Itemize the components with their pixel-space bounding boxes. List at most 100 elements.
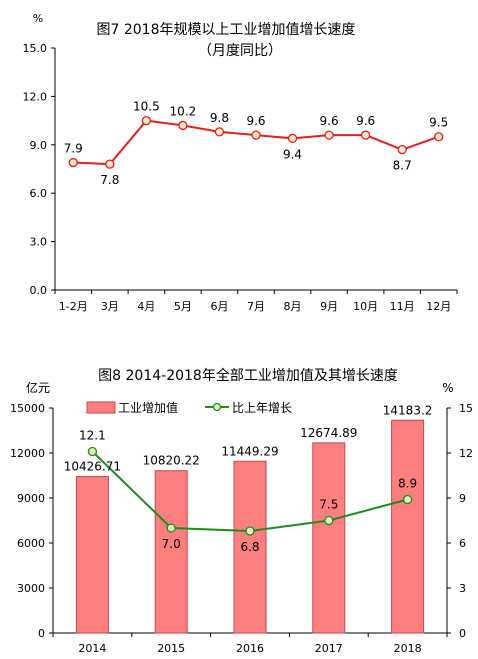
chart2-growth-label: 12.1 bbox=[79, 429, 106, 443]
chart1-x-tick-label: 1-2月 bbox=[59, 300, 88, 313]
chart1-y-unit: % bbox=[33, 12, 43, 25]
chart1-data-label: 10.5 bbox=[133, 100, 160, 114]
chart1-y-tick-label: 15.0 bbox=[23, 42, 48, 55]
chart2-y-left-tick-label: 15000 bbox=[10, 402, 45, 415]
chart2-bar-label: 11449.29 bbox=[221, 444, 278, 458]
chart2-bar-label: 10820.22 bbox=[143, 454, 200, 468]
chart2-growth-point bbox=[324, 515, 334, 526]
annual-value-added-chart: 图8 2014-2018年全部工业增加值及其增长速度 亿元 % 工业增加值 比上… bbox=[10, 367, 473, 655]
chart2-growth-point bbox=[245, 526, 255, 536]
chart2-bar bbox=[312, 442, 346, 634]
legend-bar-swatch bbox=[86, 401, 116, 414]
chart1-data-label: 9.4 bbox=[283, 147, 302, 161]
chart1-point bbox=[214, 127, 225, 137]
chart2-bar bbox=[233, 460, 267, 634]
chart2-y-right-tick-label: 0 bbox=[459, 627, 466, 640]
chart1-x-tick-label: 9月 bbox=[320, 300, 338, 313]
legend-line-label: 比上年增长 bbox=[232, 401, 292, 415]
chart1-point bbox=[105, 159, 115, 169]
chart1-x-tick-label: 10月 bbox=[353, 300, 378, 313]
chart2-y-right-tick-label: 6 bbox=[459, 537, 466, 550]
chart2-growth-label: 6.8 bbox=[240, 540, 259, 554]
chart2-bar bbox=[154, 470, 188, 634]
chart1-x-tick-label: 3月 bbox=[101, 300, 119, 313]
chart1-point bbox=[324, 130, 334, 140]
chart2-x-tick-label: 2015 bbox=[157, 642, 185, 655]
chart1-x-tick-label: 11月 bbox=[390, 300, 415, 313]
chart1-point bbox=[141, 115, 152, 126]
monthly-growth-chart: 图7 2018年规模以上工业增加值增长速度 （月度同比） % 0.0 3.0 6.0… bbox=[23, 12, 458, 313]
chart1-y-tick-label: 6.0 bbox=[30, 187, 48, 200]
chart2-growth-label: 7.5 bbox=[319, 498, 338, 512]
chart2-x-tick-label: 2016 bbox=[236, 642, 264, 655]
chart1-data-label: 9.6 bbox=[246, 114, 265, 128]
chart1-data-label: 9.6 bbox=[320, 114, 339, 128]
chart2-y-right-tick-label: 12 bbox=[459, 447, 473, 460]
chart2-growth-point bbox=[402, 494, 413, 505]
chart1-y-tick-label: 9.0 bbox=[30, 139, 48, 152]
chart1-x-tick-label: 12月 bbox=[426, 300, 451, 313]
chart2-y-right-tick-label: 9 bbox=[459, 492, 466, 505]
legend-bar-label: 工业增加值 bbox=[118, 400, 178, 415]
chart2-growth-point bbox=[87, 446, 98, 457]
chart2-y-left-ticks: 0 3000 6000 9000 12000 15000 bbox=[10, 402, 53, 640]
chart1-y-tick-label: 0.0 bbox=[30, 284, 48, 297]
chart1-data-label: 9.8 bbox=[210, 111, 229, 125]
chart2-growth-point bbox=[166, 523, 176, 533]
chart1-x-ticks: 1-2月 3月 4月 5月 6月 7月 8月 9月 10月 11月 12月 bbox=[54, 290, 458, 313]
chart1-data-label: 7.9 bbox=[64, 142, 83, 156]
chart2-bar-label: 12674.89 bbox=[300, 426, 357, 440]
chart1-x-tick-label: 6月 bbox=[210, 300, 228, 313]
chart2-y-left-tick-label: 0 bbox=[38, 627, 45, 640]
chart2-bar-label: 14183.2 bbox=[383, 403, 433, 417]
chart1-y-tick-label: 3.0 bbox=[30, 236, 48, 249]
chart2-y-right-ticks: 0 3 6 9 12 15 bbox=[447, 402, 473, 640]
chart2-y-left-tick-label: 12000 bbox=[10, 447, 45, 460]
chart1-data-label: 7.8 bbox=[100, 173, 119, 187]
chart2-x-tick-label: 2014 bbox=[78, 642, 106, 655]
chart2-growth-line bbox=[87, 446, 413, 536]
chart2-x-tick-label: 2018 bbox=[394, 642, 422, 655]
chart1-data-labels: 7.9 7.8 10.5 10.2 9.8 9.6 9.4 9.6 9.6 8.7 9.5 bbox=[64, 100, 449, 188]
chart1-data-label: 9.6 bbox=[356, 114, 375, 128]
chart1-point bbox=[360, 130, 371, 140]
chart1-x-tick-label: 5月 bbox=[174, 300, 192, 313]
chart2-y-right-unit: % bbox=[442, 381, 453, 395]
chart1-data-label: 8.7 bbox=[393, 159, 412, 173]
chart1-point bbox=[287, 133, 298, 143]
chart1-x-tick-label: 7月 bbox=[247, 300, 265, 313]
chart2-growth-label: 8.9 bbox=[398, 477, 417, 491]
chart1-x-tick-label: 4月 bbox=[137, 300, 155, 313]
chart2-y-left-tick-label: 3000 bbox=[17, 582, 45, 595]
chart1-y-ticks: 0.0 3.0 6.0 9.0 12.0 15.0 bbox=[23, 42, 55, 297]
chart2-bar-label: 10426.71 bbox=[64, 460, 121, 474]
chart1-x-tick-label: 8月 bbox=[284, 300, 302, 313]
chart1-subtitle: （月度同比） bbox=[198, 43, 282, 59]
chart1-axes bbox=[54, 48, 457, 291]
chart2-y-left-tick-label: 6000 bbox=[17, 537, 45, 550]
chart2-bar bbox=[391, 419, 425, 634]
chart1-title: 图7 2018年规模以上工业增加值增长速度 bbox=[97, 22, 356, 38]
chart1-point bbox=[68, 157, 78, 168]
legend-line-marker bbox=[212, 402, 222, 412]
chart1-point bbox=[397, 144, 407, 155]
chart1-point bbox=[251, 130, 261, 140]
chart1-data-label: 9.5 bbox=[429, 116, 448, 130]
chart2-bar bbox=[75, 476, 109, 634]
chart2-data-labels: 10426.71 10820.22 11449.29 12674.89 14183.2 1… bbox=[64, 403, 433, 554]
chart2-x-tick-label: 2017 bbox=[315, 642, 343, 655]
chart2-x-ticks: 2014 2015 2016 2017 2018 bbox=[52, 633, 448, 655]
chart2-y-left-unit: 亿元 bbox=[26, 380, 50, 395]
chart2-y-right-tick-label: 3 bbox=[459, 582, 466, 595]
chart2-legend: 工业增加值 比上年增长 bbox=[86, 400, 292, 415]
chart2-title: 图8 2014-2018年全部工业增加值及其增长速度 bbox=[98, 367, 398, 384]
chart1-point bbox=[434, 132, 444, 142]
chart2-growth-label: 7.0 bbox=[162, 537, 181, 551]
chart1-series bbox=[68, 115, 444, 169]
chart2-y-right-tick-label: 15 bbox=[459, 402, 473, 415]
chart1-data-label: 10.2 bbox=[170, 104, 197, 118]
chart2-y-left-tick-label: 9000 bbox=[17, 492, 45, 505]
chart1-y-tick-label: 12.0 bbox=[23, 90, 48, 103]
chart2-bars bbox=[75, 419, 425, 634]
